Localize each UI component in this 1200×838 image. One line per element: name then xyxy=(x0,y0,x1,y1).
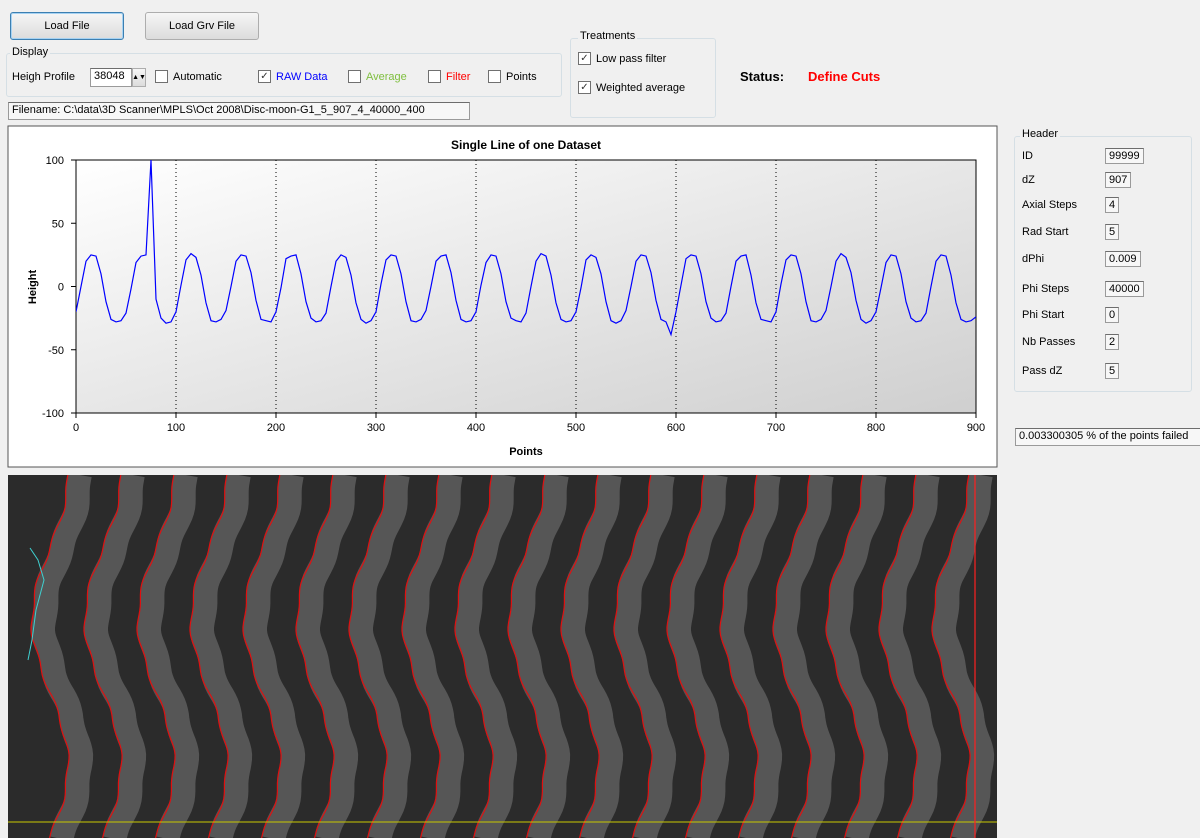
checkbox[interactable] xyxy=(428,70,441,83)
load-file-button[interactable]: Load File xyxy=(10,12,124,40)
checkbox[interactable]: ✓ xyxy=(578,81,591,94)
scan-image xyxy=(8,475,997,838)
canvas: 0100200300400500600700800900-100-5005010… xyxy=(0,0,1200,838)
x-tick-label: 800 xyxy=(867,422,885,434)
field-label: Rad Start xyxy=(1022,226,1068,238)
spin-buttons[interactable]: ▲▼ xyxy=(132,68,146,87)
x-tick-label: 500 xyxy=(567,422,585,434)
field-value: 99999 xyxy=(1105,148,1144,164)
checkbox-label: Average xyxy=(366,71,407,83)
header-title: Header xyxy=(1020,128,1060,140)
field-value: 40000 xyxy=(1105,281,1144,297)
field-value: 0.009 xyxy=(1105,251,1141,267)
checkbox-label: RAW Data xyxy=(276,71,328,83)
load-grv-file-button[interactable]: Load Grv File xyxy=(145,12,259,40)
x-tick-label: 300 xyxy=(367,422,385,434)
checkbox-option[interactable]: ✓ Low pass filter xyxy=(578,52,666,65)
y-tick-label: 50 xyxy=(52,218,64,230)
checkbox[interactable] xyxy=(348,70,361,83)
field-label: ID xyxy=(1022,150,1033,162)
checkbox-option[interactable]: ✓ Weighted average xyxy=(578,81,685,94)
field-label: dPhi xyxy=(1022,253,1044,265)
checkbox-label: Points xyxy=(506,71,537,83)
checkbox-option[interactable]: Average xyxy=(348,70,407,83)
x-tick-label: 700 xyxy=(767,422,785,434)
field-label: Phi Steps xyxy=(1022,283,1069,295)
field-value: 5 xyxy=(1105,224,1119,240)
checkbox[interactable]: ✓ xyxy=(258,70,271,83)
height-profile-input[interactable]: 38048 xyxy=(90,68,132,87)
chart-title: Single Line of one Dataset xyxy=(451,138,601,152)
field-value: 2 xyxy=(1105,334,1119,350)
field-value: 907 xyxy=(1105,172,1131,188)
treatments-title: Treatments xyxy=(578,30,637,42)
checkbox-option[interactable]: Points xyxy=(488,70,537,83)
status-value: Define Cuts xyxy=(808,69,880,84)
checkbox-option[interactable]: ✓ RAW Data xyxy=(258,70,328,83)
checkbox-label: Filter xyxy=(446,71,470,83)
field-value: 5 xyxy=(1105,363,1119,379)
field-label: Axial Steps xyxy=(1022,199,1077,211)
y-tick-label: 0 xyxy=(58,282,64,294)
plot-area xyxy=(76,160,976,413)
filename-field: Filename: C:\data\3D Scanner\MPLS\Oct 20… xyxy=(8,102,470,120)
status-label: Status: xyxy=(740,69,784,84)
y-tick-label: -100 xyxy=(42,408,64,420)
checkbox-option[interactable]: Filter xyxy=(428,70,470,83)
field-label: Pass dZ xyxy=(1022,365,1062,377)
field-label: Nb Passes xyxy=(1022,336,1075,348)
x-axis-label: Points xyxy=(509,446,543,458)
display-title: Display xyxy=(10,46,50,58)
failed-points-field: 0.003300305 % of the points failed xyxy=(1015,428,1200,446)
checkbox-label: Low pass filter xyxy=(596,53,666,65)
checkbox-option[interactable]: Automatic xyxy=(155,70,222,83)
y-tick-label: 100 xyxy=(46,155,64,167)
x-tick-label: 200 xyxy=(267,422,285,434)
checkbox-label: Weighted average xyxy=(596,82,685,94)
x-tick-label: 900 xyxy=(967,422,985,434)
field-value: 4 xyxy=(1105,197,1119,213)
x-tick-label: 0 xyxy=(73,422,79,434)
field-label: Phi Start xyxy=(1022,309,1064,321)
treatments-group xyxy=(570,38,716,118)
checkbox[interactable] xyxy=(155,70,168,83)
y-axis-label: Height xyxy=(27,270,39,305)
checkbox-label: Automatic xyxy=(173,71,222,83)
x-tick-label: 400 xyxy=(467,422,485,434)
field-value: 0 xyxy=(1105,307,1119,323)
y-tick-label: -50 xyxy=(48,345,64,357)
x-tick-label: 100 xyxy=(167,422,185,434)
checkbox[interactable]: ✓ xyxy=(578,52,591,65)
checkbox[interactable] xyxy=(488,70,501,83)
height-profile-label: Heigh Profile xyxy=(12,71,75,83)
x-tick-label: 600 xyxy=(667,422,685,434)
field-label: dZ xyxy=(1022,174,1035,186)
app-window: {"toolbar": {"load_file": "Load File", "… xyxy=(0,0,1200,838)
